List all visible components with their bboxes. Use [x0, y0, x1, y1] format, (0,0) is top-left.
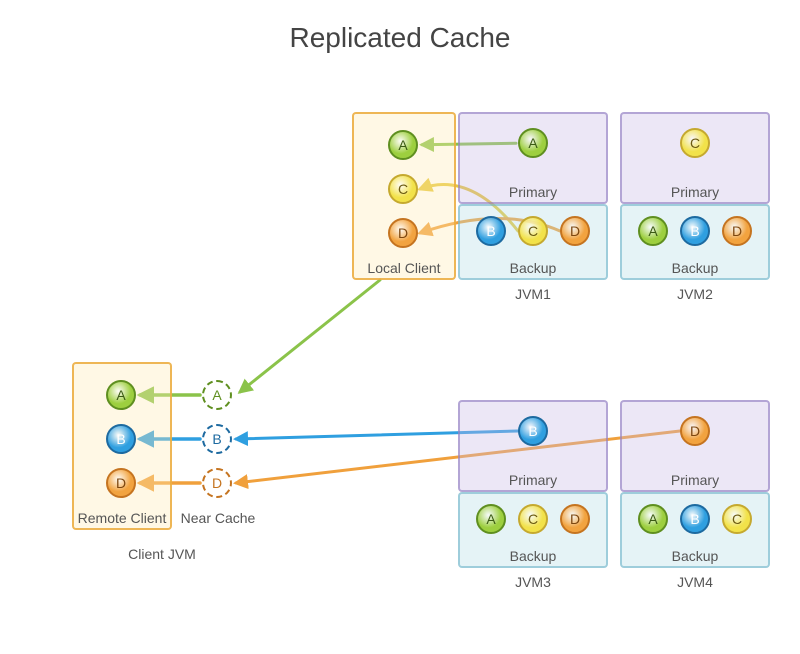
node-nc-D: D: [202, 468, 232, 498]
box-label-jvm4-primary: Primary: [620, 472, 770, 488]
node-jvm1b-C: C: [518, 216, 548, 246]
group-label-near_cache: Near Cache: [178, 510, 258, 526]
box-label-jvm2-backup: Backup: [620, 260, 770, 276]
arrow: [240, 280, 380, 392]
box-label-jvm1-primary: Primary: [458, 184, 608, 200]
node-rc-A: A: [106, 380, 136, 410]
node-nc-B: B: [202, 424, 232, 454]
box-label-jvm3-backup: Backup: [458, 548, 608, 564]
box-label-jvm2-primary: Primary: [620, 184, 770, 200]
node-rc-D: D: [106, 468, 136, 498]
box-label-jvm4-backup: Backup: [620, 548, 770, 564]
box-label-jvm3-primary: Primary: [458, 472, 608, 488]
node-jvm2b-D: D: [722, 216, 752, 246]
group-label-jvm3: JVM3: [458, 574, 608, 590]
node-jvm1b-B: B: [476, 216, 506, 246]
node-jvm4b-A: A: [638, 504, 668, 534]
box-label-remote-client: Remote Client: [72, 510, 172, 526]
node-jvm4b-C: C: [722, 504, 752, 534]
node-rc-B: B: [106, 424, 136, 454]
node-jvm3b-A: A: [476, 504, 506, 534]
node-nc-A: A: [202, 380, 232, 410]
node-jvm2p-C: C: [680, 128, 710, 158]
group-label-jvm2: JVM2: [620, 286, 770, 302]
group-label-jvm1: JVM1: [458, 286, 608, 302]
node-jvm3p-B: B: [518, 416, 548, 446]
group-label-jvm4: JVM4: [620, 574, 770, 590]
box-label-local-client: Local Client: [352, 260, 456, 276]
node-jvm4b-B: B: [680, 504, 710, 534]
group-label-client_jvm: Client JVM: [72, 546, 252, 562]
node-jvm3b-D: D: [560, 504, 590, 534]
node-jvm1b-D: D: [560, 216, 590, 246]
node-jvm1p-A: A: [518, 128, 548, 158]
node-lc-C: C: [388, 174, 418, 204]
node-jvm2b-B: B: [680, 216, 710, 246]
diagram-title: Replicated Cache: [240, 22, 560, 54]
box-label-jvm1-backup: Backup: [458, 260, 608, 276]
node-jvm3b-C: C: [518, 504, 548, 534]
node-jvm4p-D: D: [680, 416, 710, 446]
node-lc-D: D: [388, 218, 418, 248]
node-lc-A: A: [388, 130, 418, 160]
node-jvm2b-A: A: [638, 216, 668, 246]
